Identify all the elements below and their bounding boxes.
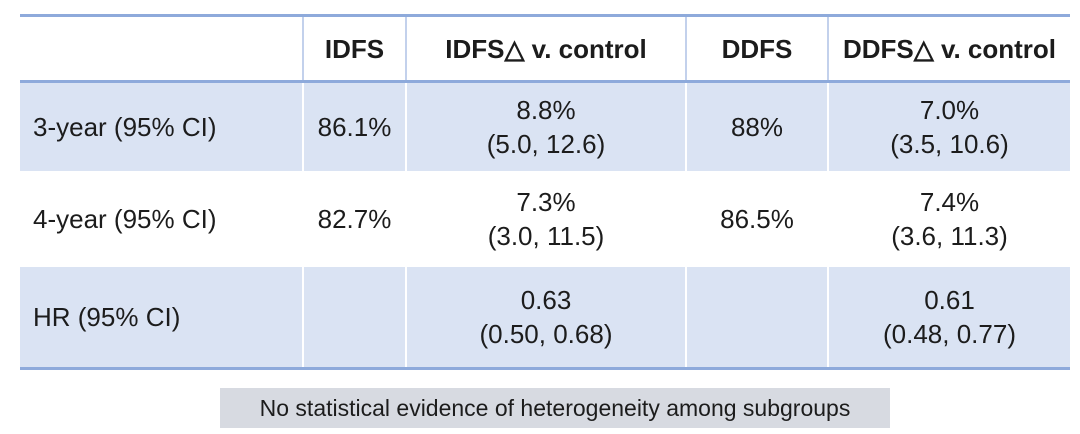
cell-value: 88%	[730, 112, 784, 142]
data-cell-ddfs-delta: 7.4% (3.6, 11.3)	[827, 171, 1070, 267]
cell-ci: (3.5, 10.6)	[890, 129, 1009, 159]
cell-ci: (0.48, 0.77)	[883, 319, 1016, 349]
cell-ci: (0.50, 0.68)	[479, 319, 613, 349]
row-label: HR (95% CI)	[33, 302, 181, 332]
cell-value: 82.7%	[317, 204, 392, 234]
cell-ci: (5.0, 12.6)	[486, 129, 606, 159]
cell-value: 7.4%	[919, 187, 980, 217]
data-cell-idfs-delta: 7.3% (3.0, 11.5)	[405, 171, 685, 267]
heterogeneity-footnote: No statistical evidence of heterogeneity…	[220, 388, 890, 428]
cell-value: 0.63	[520, 285, 572, 315]
cell-ci: (3.6, 11.3)	[891, 221, 1008, 251]
cell-value: 7.0%	[919, 95, 980, 125]
column-header-ddfs-delta-v-control: DDFS△ v. control	[827, 17, 1070, 80]
table-row-hr: HR (95% CI) 0.63 (0.50, 0.68) 0.61 (0.48…	[20, 267, 1070, 367]
cell-value: 86.5%	[720, 204, 794, 234]
table-row-4-year: 4-year (95% CI) 82.7% 7.3% (3.0, 11.5) 8…	[20, 171, 1070, 267]
data-cell-idfs-delta: 8.8% (5.0, 12.6)	[405, 83, 685, 171]
data-cell-idfs	[302, 267, 405, 367]
data-cell-idfs: 82.7%	[302, 171, 405, 267]
column-header-idfs-delta-v-control: IDFS△ v. control	[405, 17, 685, 80]
column-header-idfs: IDFS	[302, 17, 405, 80]
data-cell-ddfs-delta: 0.61 (0.48, 0.77)	[827, 267, 1070, 367]
row-label: 3-year (95% CI)	[33, 112, 217, 142]
data-cell-ddfs: 88%	[685, 83, 827, 171]
data-cell-idfs: 86.1%	[302, 83, 405, 171]
results-table: IDFS IDFS△ v. control DDFS DDFS△ v. cont…	[20, 14, 1070, 370]
corner-cell	[20, 17, 302, 80]
data-cell-ddfs-delta: 7.0% (3.5, 10.6)	[827, 83, 1070, 171]
data-cell-idfs-delta: 0.63 (0.50, 0.68)	[405, 267, 685, 367]
cell-value: 0.61	[924, 285, 975, 315]
data-cell-ddfs: 86.5%	[685, 171, 827, 267]
data-cell-ddfs	[685, 267, 827, 367]
cell-value: 8.8%	[516, 95, 576, 125]
table-header-row: IDFS IDFS△ v. control DDFS DDFS△ v. cont…	[20, 17, 1070, 83]
cell-value: 7.3%	[516, 187, 576, 217]
column-header-ddfs: DDFS	[685, 17, 827, 80]
cell-value: 86.1%	[317, 112, 392, 142]
table-row-3-year: 3-year (95% CI) 86.1% 8.8% (5.0, 12.6) 8…	[20, 83, 1070, 171]
cell-ci: (3.0, 11.5)	[487, 221, 605, 251]
row-label: 4-year (95% CI)	[33, 204, 217, 234]
